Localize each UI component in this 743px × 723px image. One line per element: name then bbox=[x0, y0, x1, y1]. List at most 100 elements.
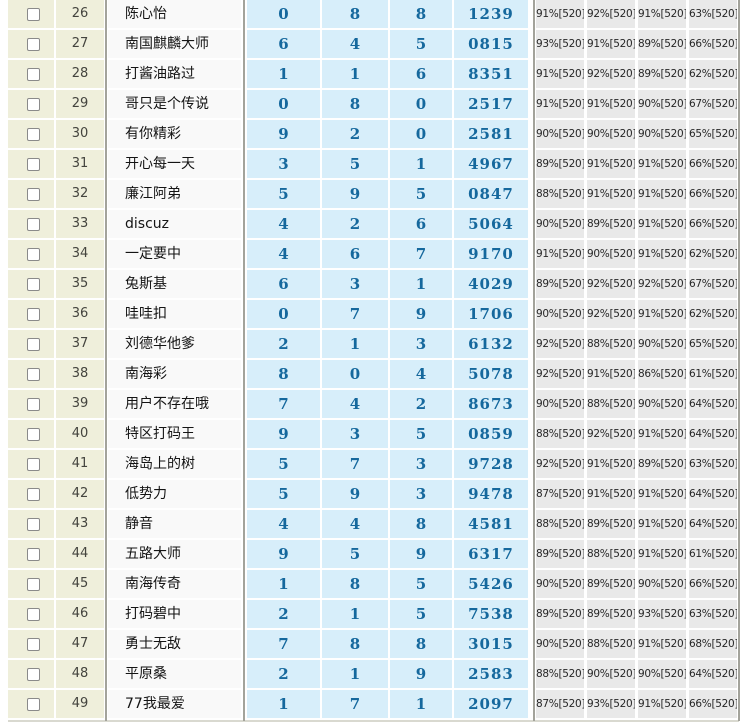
digit-2: 8 bbox=[322, 570, 388, 598]
stat-1: 88%[520] bbox=[536, 180, 584, 208]
stat-4: 62%[520] bbox=[689, 60, 737, 88]
column-gap bbox=[320, 0, 322, 28]
row-checkbox[interactable] bbox=[27, 97, 40, 111]
username[interactable]: 打码碧中 bbox=[108, 600, 241, 628]
row-checkbox[interactable] bbox=[27, 397, 40, 411]
username[interactable]: 低势力 bbox=[108, 480, 241, 508]
digit-3: 0 bbox=[390, 90, 452, 118]
row-index: 48 bbox=[56, 660, 104, 688]
digit-2: 8 bbox=[322, 630, 388, 658]
column-gap bbox=[686, 510, 689, 538]
row-checkbox[interactable] bbox=[27, 667, 40, 681]
row-checkbox[interactable] bbox=[27, 607, 40, 621]
username[interactable]: 开心每一天 bbox=[108, 150, 241, 178]
username[interactable]: 五路大师 bbox=[108, 540, 241, 568]
column-gap bbox=[584, 120, 587, 148]
stat-1: 91%[520] bbox=[536, 240, 584, 268]
row-index: 41 bbox=[56, 450, 104, 478]
stat-3: 91%[520] bbox=[638, 210, 686, 238]
row-checkbox[interactable] bbox=[27, 367, 40, 381]
username[interactable]: 海岛上的树 bbox=[108, 450, 241, 478]
row-checkbox[interactable] bbox=[27, 637, 40, 651]
stat-3: 90%[520] bbox=[638, 390, 686, 418]
stat-4: 63%[520] bbox=[689, 0, 737, 28]
stat-4: 64%[520] bbox=[689, 390, 737, 418]
column-gap bbox=[528, 30, 536, 58]
username[interactable]: 兔斯基 bbox=[108, 270, 241, 298]
row-checkbox[interactable] bbox=[27, 187, 40, 201]
row-checkbox[interactable] bbox=[27, 517, 40, 531]
column-gap bbox=[452, 600, 454, 628]
username[interactable]: 勇士无敌 bbox=[108, 630, 241, 658]
column-gap bbox=[452, 660, 454, 688]
row-checkbox[interactable] bbox=[27, 487, 40, 501]
row-checkbox[interactable] bbox=[27, 127, 40, 141]
digit-2: 6 bbox=[322, 240, 388, 268]
digit-3: 5 bbox=[390, 600, 452, 628]
column-gap bbox=[388, 570, 390, 598]
row-checkbox[interactable] bbox=[27, 457, 40, 471]
column-gap bbox=[635, 210, 638, 238]
column-gap bbox=[54, 600, 56, 628]
column-gap bbox=[584, 690, 587, 718]
username[interactable]: 南海彩 bbox=[108, 360, 241, 388]
username[interactable]: 南海传奇 bbox=[108, 570, 241, 598]
username[interactable]: 哥只是个传说 bbox=[108, 90, 241, 118]
digit-2: 0 bbox=[322, 360, 388, 388]
username[interactable]: 77我最爱 bbox=[108, 690, 241, 718]
checkbox-cell bbox=[8, 270, 54, 298]
stat-1: 88%[520] bbox=[536, 420, 584, 448]
username[interactable]: 南国麒麟大师 bbox=[108, 30, 241, 58]
column-gap bbox=[452, 270, 454, 298]
row-checkbox[interactable] bbox=[27, 37, 40, 51]
row-checkbox[interactable] bbox=[27, 247, 40, 261]
username[interactable]: 廉江阿弟 bbox=[108, 180, 241, 208]
column-gap bbox=[54, 60, 56, 88]
digit-1: 6 bbox=[247, 270, 320, 298]
stat-1: 88%[520] bbox=[536, 510, 584, 538]
row-checkbox[interactable] bbox=[27, 7, 40, 21]
column-gap bbox=[528, 360, 536, 388]
column-gap bbox=[54, 480, 56, 508]
table-row: 48 平原桑 2 1 9 2583 88%[520] 90%[520] 90%[… bbox=[8, 660, 739, 688]
username[interactable]: 特区打码王 bbox=[108, 420, 241, 448]
username[interactable]: 一定要中 bbox=[108, 240, 241, 268]
row-index: 45 bbox=[56, 570, 104, 598]
row-checkbox[interactable] bbox=[27, 577, 40, 591]
column-gap bbox=[635, 660, 638, 688]
stat-4: 63%[520] bbox=[689, 600, 737, 628]
row-checkbox[interactable] bbox=[27, 427, 40, 441]
table-row: 39 用户不存在哦 7 4 2 8673 90%[520] 88%[520] 9… bbox=[8, 390, 739, 418]
column-gap bbox=[635, 330, 638, 358]
column-gap bbox=[388, 300, 390, 328]
row-checkbox[interactable] bbox=[27, 697, 40, 711]
username[interactable]: 陈心怡 bbox=[108, 0, 241, 28]
username[interactable]: 刘德华他爹 bbox=[108, 330, 241, 358]
username[interactable]: 打酱油路过 bbox=[108, 60, 241, 88]
checkbox-cell bbox=[8, 150, 54, 178]
username[interactable]: 有你精彩 bbox=[108, 120, 241, 148]
column-gap bbox=[686, 240, 689, 268]
row-checkbox[interactable] bbox=[27, 277, 40, 291]
username[interactable]: 静音 bbox=[108, 510, 241, 538]
digit-2: 4 bbox=[322, 510, 388, 538]
row-checkbox[interactable] bbox=[27, 547, 40, 561]
column-gap bbox=[320, 30, 322, 58]
stat-2: 89%[520] bbox=[587, 570, 635, 598]
row-checkbox[interactable] bbox=[27, 217, 40, 231]
column-gap bbox=[320, 540, 322, 568]
username[interactable]: 哇哇扣 bbox=[108, 300, 241, 328]
row-checkbox[interactable] bbox=[27, 307, 40, 321]
username[interactable]: discuz bbox=[108, 210, 241, 238]
row-checkbox[interactable] bbox=[27, 337, 40, 351]
checkbox-cell bbox=[8, 420, 54, 448]
column-gap bbox=[528, 450, 536, 478]
username[interactable]: 平原桑 bbox=[108, 660, 241, 688]
username[interactable]: 用户不存在哦 bbox=[108, 390, 241, 418]
column-gap bbox=[584, 480, 587, 508]
table-row: 44 五路大师 9 5 9 6317 89%[520] 88%[520] 91%… bbox=[8, 540, 739, 568]
row-checkbox[interactable] bbox=[27, 157, 40, 171]
row-checkbox[interactable] bbox=[27, 67, 40, 81]
column-gap bbox=[54, 330, 56, 358]
column-gap bbox=[584, 660, 587, 688]
